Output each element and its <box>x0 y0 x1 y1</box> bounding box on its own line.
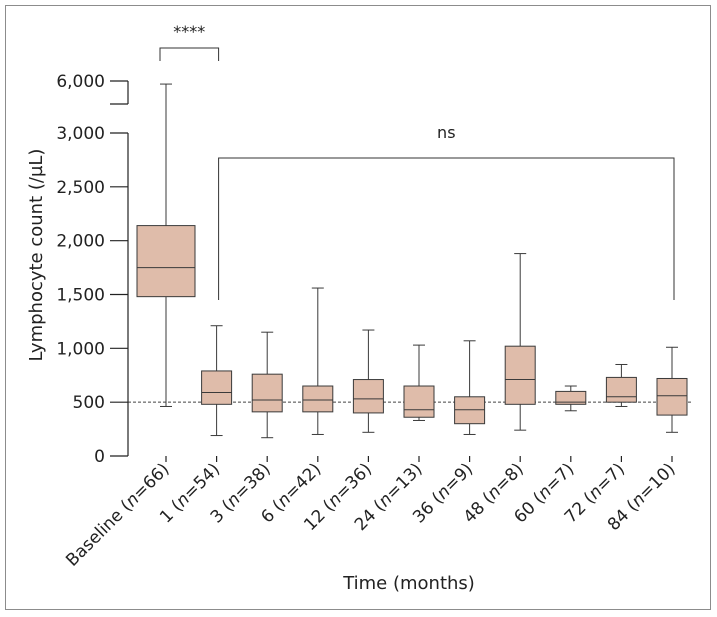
iqr-box <box>352 379 384 414</box>
significance-bracket-baseline <box>159 47 220 61</box>
iqr-box <box>302 385 334 413</box>
iqr-box <box>454 396 486 425</box>
y-tick-label: 0 <box>94 447 105 467</box>
y-tick-label: 2,500 <box>56 178 105 198</box>
y-axis: 0 500 1,000 1,500 2,000 2,500 3,000 6,000 <box>56 72 129 467</box>
y-tick-label: 6,000 <box>56 72 105 92</box>
box-0 <box>136 83 196 407</box>
x-tick-label-suffix: =38) <box>231 459 275 503</box>
iqr-box <box>555 390 587 405</box>
boxes-layer <box>136 83 688 439</box>
significance-label: ns <box>437 123 455 142</box>
box-8 <box>555 385 587 412</box>
x-tick-label-prefix: Baseline ( <box>62 497 136 571</box>
x-tick-label-suffix: =36) <box>332 459 376 503</box>
box-1 <box>201 325 233 437</box>
iqr-box <box>605 376 637 403</box>
iqr-box <box>201 370 233 405</box>
box-10 <box>656 346 688 433</box>
x-tick-label-suffix: =42) <box>281 459 325 503</box>
annotations-layer: **** ns <box>159 22 675 300</box>
box-7 <box>504 253 536 431</box>
x-tick-label-suffix: =66) <box>129 459 173 503</box>
iqr-box <box>251 373 283 413</box>
y-tick-label: 2,000 <box>56 232 105 252</box>
y-tick-label: 1,000 <box>56 339 105 359</box>
x-tick-label-suffix: =54) <box>180 459 224 503</box>
iqr-box <box>403 385 435 418</box>
x-tick-label-suffix: =10) <box>635 459 679 503</box>
x-tick-label-suffix: =13) <box>382 459 426 503</box>
significance-label: **** <box>173 22 205 41</box>
box-5 <box>403 344 435 421</box>
box-3 <box>302 287 334 435</box>
y-tick-label: 500 <box>73 393 105 413</box>
y-axis-title: Lymphocyte count (/µL) <box>26 149 47 362</box>
x-axis-title: Time (months) <box>342 573 475 594</box>
box-9 <box>605 363 637 407</box>
significance-bracket-followup <box>218 157 675 300</box>
figure-frame <box>5 5 711 610</box>
box-4 <box>352 329 384 433</box>
box-2 <box>251 331 283 439</box>
y-tick-label: 3,000 <box>56 124 105 144</box>
iqr-box <box>656 377 688 416</box>
iqr-box <box>504 345 536 405</box>
iqr-box <box>136 225 196 298</box>
box-6 <box>454 340 486 435</box>
x-axis: Baseline (n=66)1 (n=54)3 (n=38)6 (n=42)1… <box>62 456 680 571</box>
y-tick-label: 1,500 <box>56 286 105 306</box>
